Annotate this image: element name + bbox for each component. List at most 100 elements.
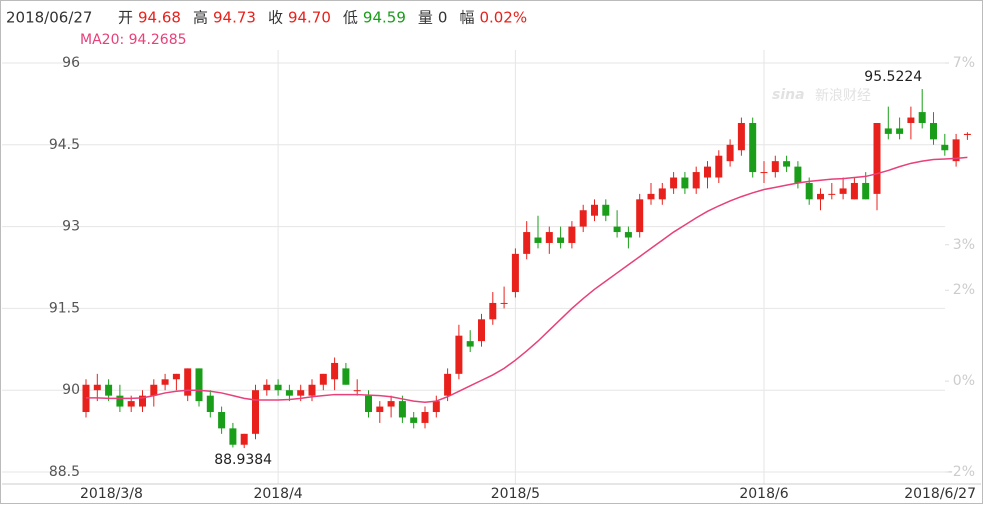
candle-body	[511, 253, 519, 293]
header-label: 幅	[459, 9, 474, 27]
candle-body	[127, 401, 135, 407]
x-tick-label: 2018/3/8	[80, 486, 143, 502]
header-label: 收	[268, 9, 283, 27]
candle-body	[534, 237, 542, 243]
candle-body	[229, 428, 237, 445]
ma-label: MA20: 94.2685	[80, 32, 187, 48]
candle-body	[930, 122, 937, 140]
watermark: 新浪财经	[815, 88, 871, 104]
y-tick-label: 88.5	[49, 464, 80, 480]
candle-body	[624, 232, 632, 238]
candle-body	[952, 139, 960, 162]
y2-tick-label: 0%	[953, 373, 975, 389]
candle-body	[613, 226, 621, 233]
candle-body	[297, 390, 305, 396]
header-value: 94.59	[363, 9, 406, 27]
header-value: 0.02%	[479, 9, 527, 27]
candle-body	[365, 395, 372, 413]
candle-body	[862, 182, 870, 200]
candle-body	[308, 384, 316, 396]
candle-body	[692, 172, 700, 189]
candle-body	[421, 412, 429, 423]
candle-body	[240, 433, 248, 445]
candle-body	[907, 117, 915, 123]
y-tick-label: 91.5	[49, 300, 80, 316]
y-tick-label: 90	[62, 382, 80, 398]
y-tick-label: 94.5	[49, 137, 80, 153]
x-tick-label: 2018/6	[739, 486, 788, 502]
candle-body	[523, 232, 531, 254]
header-date: 2018/06/27	[6, 9, 92, 27]
candle-body	[636, 199, 644, 233]
candle-body	[263, 384, 271, 391]
candle-body	[285, 390, 293, 396]
candle-body	[828, 193, 836, 195]
candle-body	[387, 401, 395, 407]
watermark-logo: sina	[772, 87, 805, 103]
candle-body	[647, 193, 655, 200]
candle-body	[771, 161, 779, 173]
header-label: 高	[193, 9, 208, 27]
candle-body	[602, 204, 610, 216]
x-tick-label: 2018/6/27	[904, 486, 976, 502]
candle-body	[963, 133, 971, 135]
y2-tick-label: 2%	[953, 282, 975, 298]
candle-body	[466, 341, 474, 347]
header-value: 0	[438, 9, 448, 27]
candle-body	[489, 302, 497, 320]
candle-body	[839, 188, 847, 194]
x-tick-label: 2018/4	[253, 486, 302, 502]
candle-body	[410, 417, 418, 423]
candle-body	[805, 182, 813, 200]
candle-body	[478, 319, 485, 342]
candle-body	[444, 373, 452, 396]
candle-body	[670, 177, 678, 189]
candle-body	[715, 155, 723, 178]
candle-body	[896, 128, 904, 134]
x-tick-label: 2018/5	[491, 486, 540, 502]
candle-body	[884, 128, 892, 134]
candle-body	[376, 406, 384, 413]
candle-body	[681, 177, 689, 189]
candle-body	[455, 335, 463, 374]
candle-body	[591, 204, 598, 216]
y-tick-label: 96	[62, 55, 80, 71]
candle-body	[941, 144, 949, 151]
candle-body	[218, 412, 226, 429]
candle-body	[579, 210, 587, 227]
candle-body	[850, 182, 858, 200]
header-value: 94.73	[213, 9, 256, 27]
y2-tick-label: -2%	[948, 464, 975, 480]
candle-body	[172, 373, 180, 380]
candle-body	[918, 112, 926, 123]
candle-body	[331, 362, 339, 380]
low-annotation: 88.9384	[214, 452, 272, 468]
candle-body	[274, 384, 282, 391]
candle-body	[116, 395, 124, 407]
candle-body	[398, 401, 406, 418]
candle-body	[353, 390, 361, 392]
candle-body	[206, 395, 214, 413]
candle-body	[873, 122, 881, 194]
high-annotation: 95.5224	[864, 69, 922, 85]
candle-body	[817, 193, 824, 200]
candle-body	[105, 384, 113, 396]
candle-body	[749, 122, 757, 173]
candle-body	[252, 390, 259, 434]
header-label: 开	[118, 9, 133, 27]
candle-body	[500, 302, 508, 304]
header-value: 94.68	[138, 9, 181, 27]
candle-body	[184, 368, 192, 396]
candle-body	[704, 166, 711, 178]
ma20-line	[86, 156, 968, 403]
candle-body	[760, 172, 768, 174]
candle-body	[93, 384, 101, 391]
candle-body	[150, 384, 158, 396]
candle-body	[545, 232, 553, 243]
y2-tick-label: 3%	[953, 237, 975, 253]
candle-body	[658, 188, 666, 200]
candle-body	[319, 373, 327, 385]
y2-tick-label: 7%	[953, 55, 975, 71]
